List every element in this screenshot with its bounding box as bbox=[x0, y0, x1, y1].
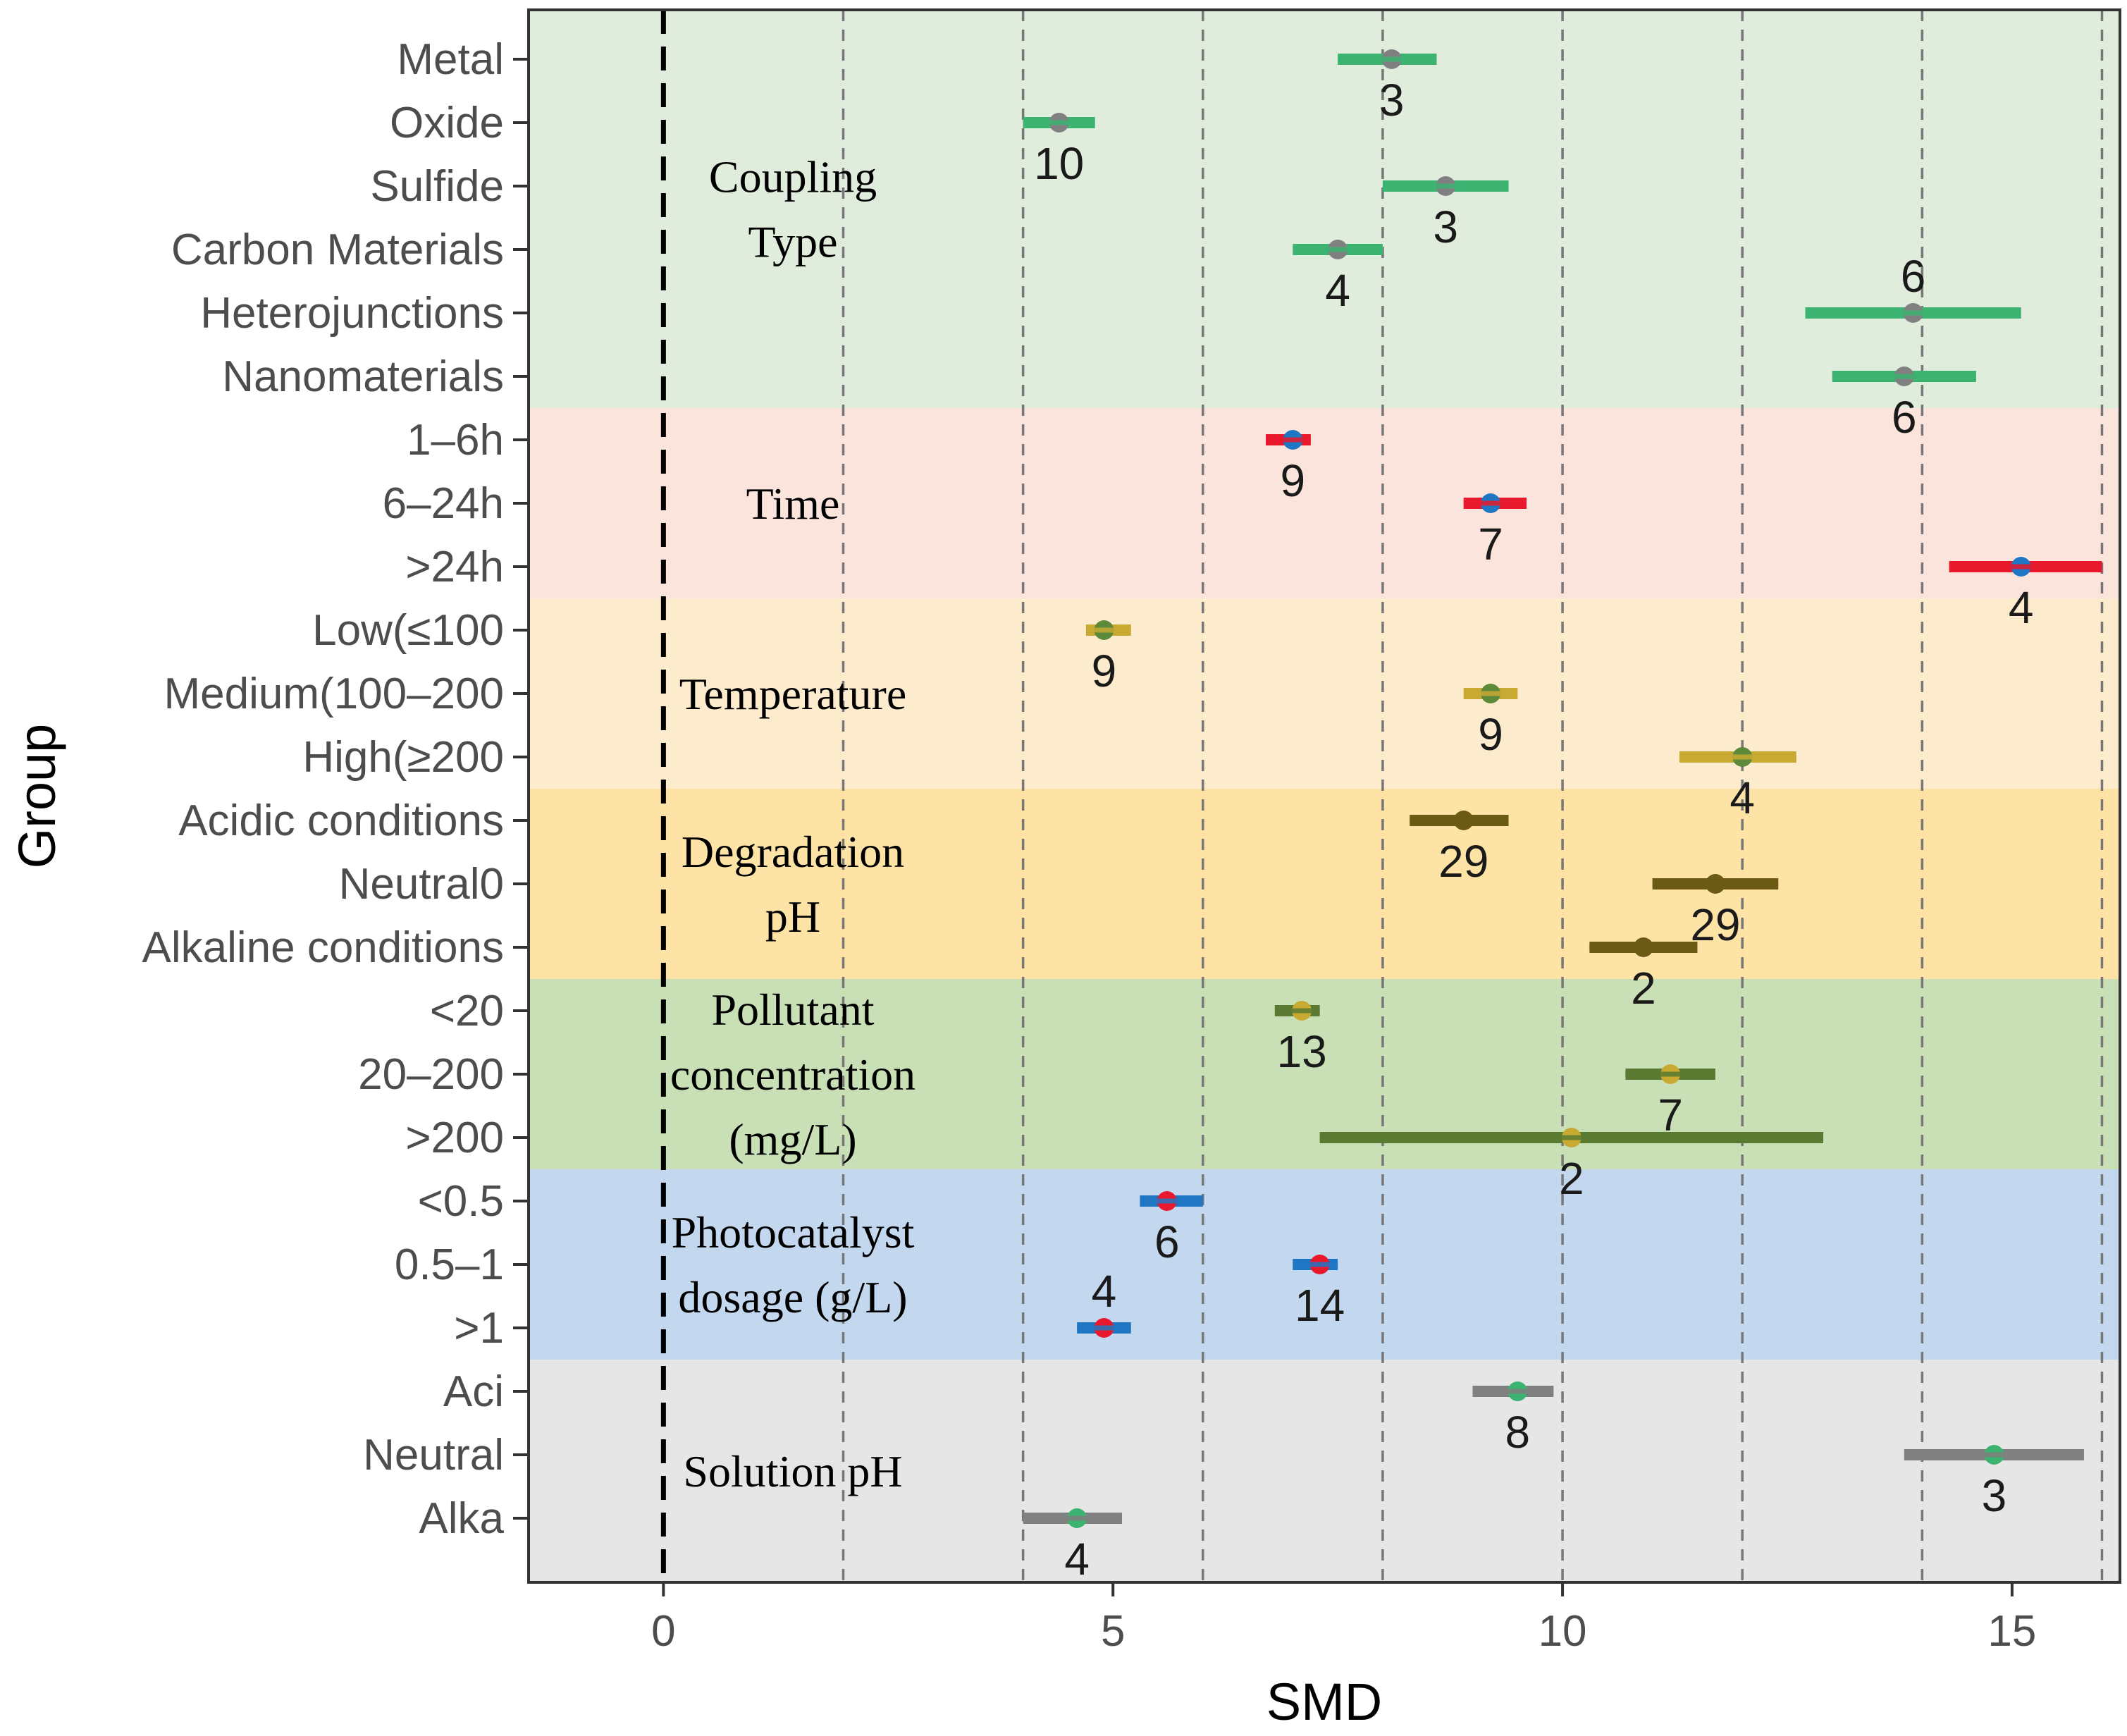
group-band bbox=[529, 598, 2120, 789]
category-label: 20–200 bbox=[358, 1050, 504, 1099]
group-label-line: dosage (g/L) bbox=[678, 1272, 907, 1322]
category-label: Acidic conditions bbox=[178, 796, 504, 845]
category-label: >200 bbox=[405, 1114, 504, 1162]
sample-size-label: 6 bbox=[1901, 251, 1926, 302]
group-label-line: concentration bbox=[670, 1049, 915, 1100]
sample-size-label: 6 bbox=[1892, 392, 1917, 443]
x-axis-title: SMD bbox=[1266, 1673, 1382, 1731]
sample-size-label: 6 bbox=[1154, 1217, 1180, 1267]
category-label: Nanomaterials bbox=[222, 352, 504, 401]
x-tick-label: 10 bbox=[1539, 1607, 1587, 1656]
group-label-line: Pollutant bbox=[711, 985, 874, 1035]
group-label-line: (mg/L) bbox=[729, 1114, 856, 1164]
group-band bbox=[529, 789, 2120, 979]
panel-border bbox=[527, 8, 2121, 1584]
group-label-line: Solution pH bbox=[683, 1446, 902, 1496]
group-label-line: Type bbox=[748, 217, 837, 267]
category-label: <0.5 bbox=[418, 1177, 504, 1226]
category-label: High(≥200 bbox=[302, 733, 504, 782]
category-label: Heterojunctions bbox=[200, 289, 504, 338]
sample-size-label: 14 bbox=[1295, 1280, 1345, 1331]
group-label-line: Temperature bbox=[679, 669, 906, 719]
x-tick-label: 0 bbox=[651, 1607, 675, 1656]
sample-size-label: 4 bbox=[1092, 1266, 1117, 1317]
group-label-line: Time bbox=[746, 479, 840, 529]
category-label: Neutral0 bbox=[339, 860, 504, 909]
sample-size-label: 29 bbox=[1690, 899, 1740, 950]
category-label: Oxide bbox=[390, 99, 504, 147]
group-label-line: Coupling bbox=[709, 152, 877, 202]
group-label-line: Photocatalyst bbox=[672, 1207, 915, 1257]
category-label: 6–24h bbox=[383, 479, 504, 528]
sample-size-label: 4 bbox=[2009, 582, 2034, 633]
sample-size-label: 10 bbox=[1034, 138, 1084, 189]
sample-size-label: 29 bbox=[1438, 836, 1488, 887]
group-band bbox=[529, 10, 2120, 408]
sample-size-label: 7 bbox=[1478, 519, 1503, 570]
category-label: Low(≤100 bbox=[312, 606, 504, 655]
category-label: 0.5–1 bbox=[395, 1241, 504, 1289]
y-axis-title: Group bbox=[8, 724, 66, 869]
category-label: Neutral bbox=[363, 1431, 504, 1479]
category-label: 1–6h bbox=[407, 416, 504, 464]
sample-size-label: 9 bbox=[1092, 646, 1117, 696]
sample-size-label: 3 bbox=[1379, 75, 1405, 125]
group-label-line: pH bbox=[765, 892, 820, 942]
sample-size-label: 4 bbox=[1064, 1534, 1090, 1584]
x-axis-ticks: 0 5 10 15 bbox=[651, 1582, 2036, 1656]
dashed-gridlines bbox=[841, 10, 2104, 1582]
category-label: Alka bbox=[419, 1494, 504, 1543]
category-labels: Metal Oxide Sulfide Carbon Materials Heteroj… bbox=[142, 35, 529, 1543]
sample-size-label: 8 bbox=[1505, 1407, 1530, 1458]
sample-size-label: 2 bbox=[1559, 1153, 1584, 1204]
x-tick-label: 5 bbox=[1101, 1607, 1125, 1656]
category-label: Medium(100–200 bbox=[164, 670, 504, 718]
sample-size-label: 3 bbox=[1982, 1470, 2007, 1521]
category-label: <20 bbox=[430, 987, 504, 1035]
group-labels: Coupling Type Time Temperature Degradation pH… bbox=[670, 152, 915, 1497]
sample-size-label: 4 bbox=[1730, 772, 1755, 823]
category-label: >1 bbox=[454, 1304, 504, 1353]
category-label: >24h bbox=[405, 543, 504, 591]
sample-size-label: 4 bbox=[1325, 265, 1350, 316]
category-label: Alkaline conditions bbox=[142, 923, 504, 972]
sample-size-label: 13 bbox=[1277, 1026, 1327, 1077]
category-label: Carbon Materials bbox=[171, 226, 504, 274]
sample-size-label: 2 bbox=[1631, 963, 1656, 1014]
category-label: Metal bbox=[397, 35, 504, 84]
category-label: Aci bbox=[443, 1367, 504, 1416]
x-tick-label: 15 bbox=[1987, 1607, 2036, 1656]
sample-size-label: 3 bbox=[1433, 202, 1458, 252]
group-band bbox=[529, 408, 2120, 598]
sample-size-label: 9 bbox=[1281, 455, 1306, 506]
group-band bbox=[529, 1360, 2120, 1582]
category-label: Sulfide bbox=[370, 162, 504, 211]
group-label-line: Degradation bbox=[682, 827, 904, 877]
sample-size-label: 9 bbox=[1478, 709, 1503, 760]
